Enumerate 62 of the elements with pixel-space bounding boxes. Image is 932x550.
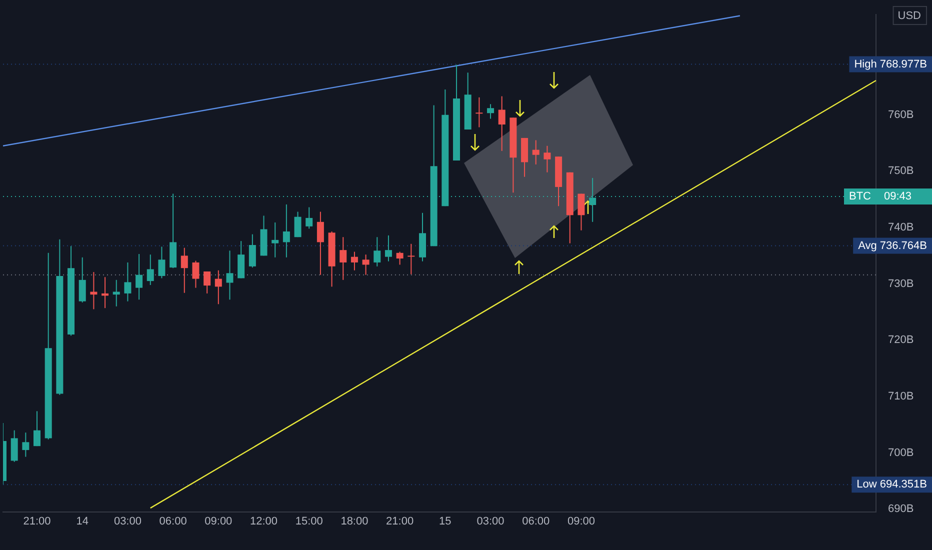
candlestick [214, 270, 222, 305]
x-tick-label: 03:00 [114, 516, 142, 528]
candlestick [396, 251, 404, 266]
candlestick [146, 254, 154, 286]
y-tick-label: 700B [888, 446, 914, 459]
candlestick [374, 236, 381, 267]
candlestick [362, 254, 370, 276]
ref-line-label: Avg 736.764B [858, 240, 928, 252]
y-tick-label: 720B [888, 334, 914, 346]
candlestick [487, 104, 494, 120]
candlestick [204, 270, 211, 294]
x-tick-label: 03:00 [476, 516, 504, 528]
x-tick-label: 15:00 [295, 516, 323, 528]
candlestick [306, 206, 313, 230]
y-tick-label: 750B [888, 165, 914, 178]
candlestick [34, 410, 41, 447]
x-tick-label: 12:00 [250, 516, 278, 528]
candlestick [476, 96, 483, 128]
candlestick [316, 211, 324, 276]
text: USD [898, 10, 922, 22]
x-tick-label: 09:00 [204, 516, 232, 528]
x-tick-label: 06:00 [159, 516, 187, 528]
x-tick-label: 09:00 [567, 516, 595, 528]
candlestick [350, 251, 358, 271]
candlestick [192, 260, 200, 288]
x-tick-label: 21:00 [23, 516, 51, 528]
y-tick-label: 760B [888, 108, 914, 121]
y-tick-label: 730B [888, 278, 914, 290]
x-tick-label: 06:00 [522, 516, 550, 528]
y-tick-label: 710B [888, 390, 914, 403]
x-tick-label: 18:00 [340, 516, 368, 528]
ref-line-label: Low 694.351B [856, 478, 928, 491]
candlestick [498, 96, 506, 152]
x-tick-label: 15 [439, 516, 452, 528]
candlestick [90, 272, 98, 310]
candlestick [384, 234, 392, 262]
candlestick [124, 262, 132, 302]
candlestick [158, 246, 166, 279]
y-tick-label: 690B [888, 503, 914, 516]
candlestick [294, 211, 302, 238]
x-tick-label: 21:00 [386, 516, 414, 528]
candlestick [226, 250, 234, 300]
candlestick [532, 140, 540, 165]
ref-line-label: High 768.977B [854, 58, 928, 70]
ref-line-label: BTC [849, 190, 872, 203]
candlestick [282, 204, 290, 258]
candlestick [340, 236, 347, 280]
candlestick [272, 222, 279, 258]
candlestick [22, 432, 30, 458]
y-tick-label: 740B [888, 222, 914, 234]
candlestick [248, 234, 256, 268]
candlestick [136, 254, 143, 300]
candlestick [544, 145, 551, 173]
text: 09:43 [884, 190, 912, 203]
candlestick [578, 193, 585, 231]
candlestick [408, 243, 415, 275]
candlestick [10, 430, 18, 462]
candlestick [238, 240, 245, 279]
candlestick [78, 256, 86, 303]
candlestick [112, 279, 120, 307]
candlestick [180, 247, 188, 294]
x-tick-label: 14 [76, 516, 88, 528]
